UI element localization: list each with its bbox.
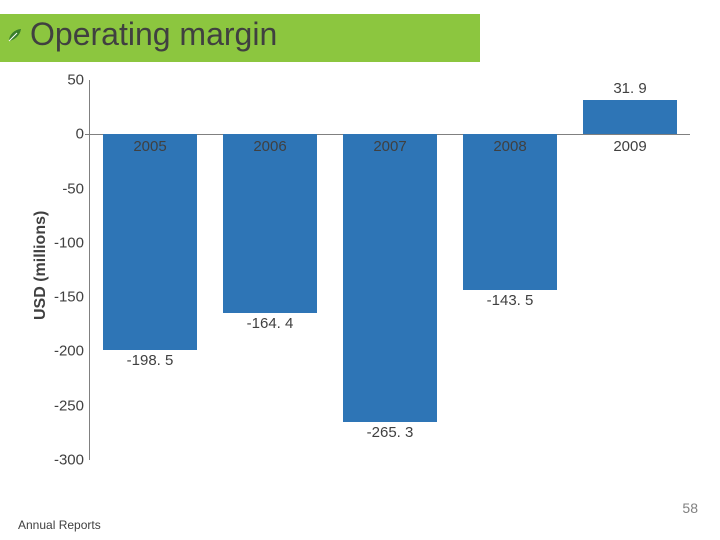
value-label: -265. 3 bbox=[350, 424, 430, 441]
y-tick: -150 bbox=[54, 289, 90, 306]
page-title: Operating margin bbox=[30, 16, 277, 53]
value-label: -143. 5 bbox=[470, 292, 550, 309]
value-label: -198. 5 bbox=[110, 352, 190, 369]
y-tick: 50 bbox=[67, 72, 90, 89]
bar bbox=[223, 134, 317, 312]
bar bbox=[103, 134, 197, 350]
y-tick: -250 bbox=[54, 397, 90, 414]
category-label: 2007 bbox=[373, 138, 406, 155]
bar bbox=[463, 134, 557, 290]
category-label: 2009 bbox=[613, 138, 646, 155]
y-tick: -50 bbox=[62, 180, 90, 197]
category-label: 2008 bbox=[493, 138, 526, 155]
value-label: 31. 9 bbox=[590, 80, 670, 97]
category-label: 2006 bbox=[253, 138, 286, 155]
bar bbox=[343, 134, 437, 422]
y-tick: -200 bbox=[54, 343, 90, 360]
y-axis-label: USD (millions) bbox=[32, 211, 50, 320]
y-tick: -100 bbox=[54, 234, 90, 251]
footer-source: Annual Reports bbox=[18, 518, 101, 532]
chart-plot-area: 500-50-100-150-200-250-300-198. 52005-16… bbox=[90, 80, 690, 460]
value-label: -164. 4 bbox=[230, 315, 310, 332]
category-label: 2005 bbox=[133, 138, 166, 155]
y-tick: -300 bbox=[54, 452, 90, 469]
chart-container: USD (millions) 500-50-100-150-200-250-30… bbox=[30, 80, 690, 480]
bar bbox=[583, 100, 677, 135]
y-axis-line bbox=[89, 80, 90, 460]
page-number: 58 bbox=[682, 500, 698, 516]
leaf-icon bbox=[8, 28, 22, 42]
